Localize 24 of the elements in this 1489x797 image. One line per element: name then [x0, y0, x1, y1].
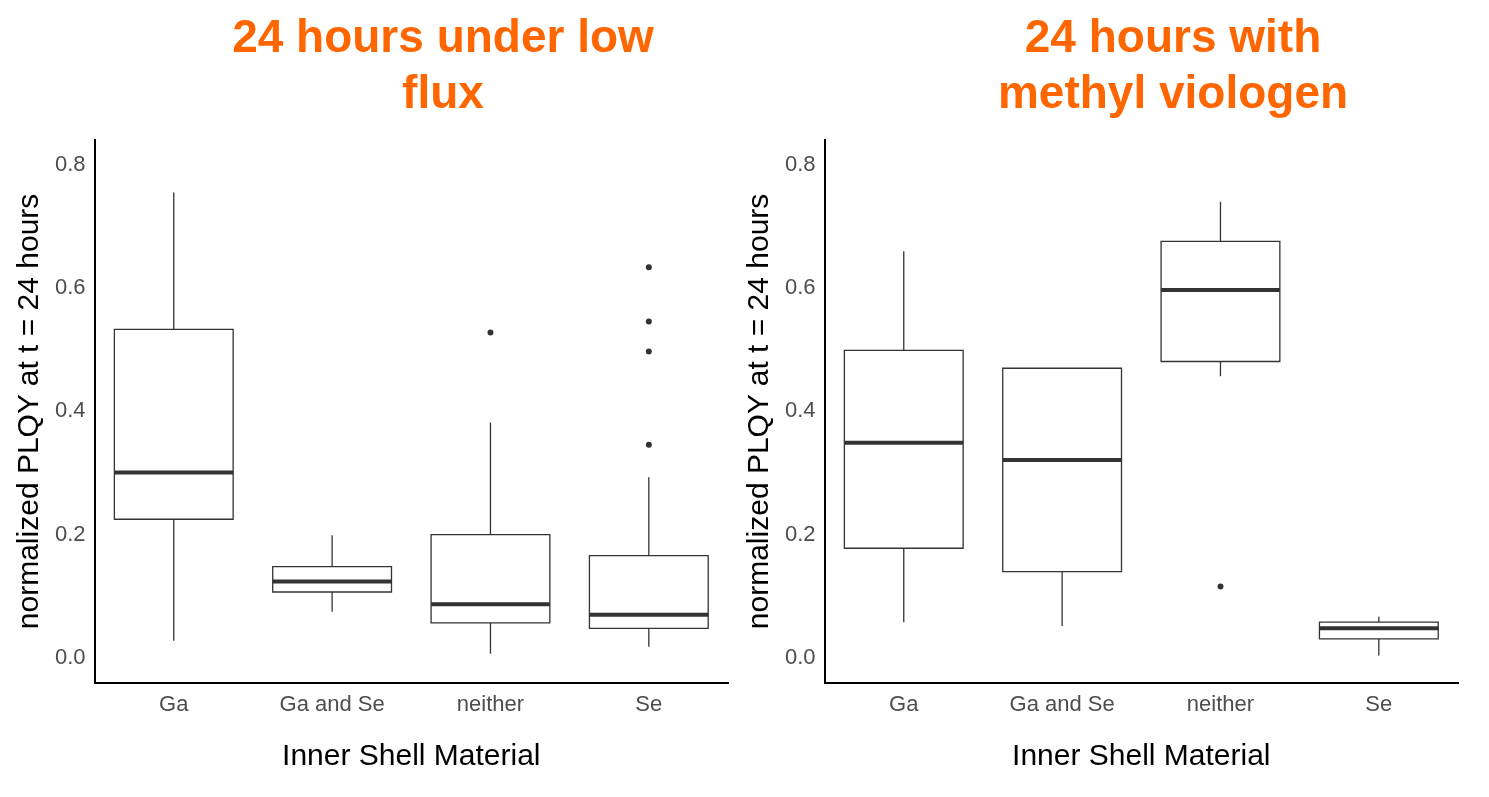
y-tick-label: 0.8 [784, 150, 816, 176]
y-tick-label: 0.0 [54, 644, 86, 670]
x-axis-title: Inner Shell Material [282, 738, 541, 772]
x-tick-label: Ga and Se [1009, 690, 1115, 716]
y-tick-label: 0.6 [54, 274, 86, 300]
x-axis-title: Inner Shell Material [1012, 738, 1271, 772]
x-tick-label: Ga [889, 690, 920, 716]
y-tick-label: 0.6 [784, 274, 816, 300]
y-tick-label: 0.4 [54, 397, 86, 423]
x-tick-label: neither [456, 690, 525, 716]
x-tick-label: Se [635, 690, 663, 716]
y-tick-label: 0.0 [784, 644, 816, 670]
y-axis-title: normalized PLQY at t = 24 hours [11, 193, 45, 630]
y-axis-title: normalized PLQY at t = 24 hours [741, 193, 775, 630]
x-tick-label: Se [1365, 690, 1393, 716]
chart-title: 24 hours with methyl viologen [996, 9, 1350, 120]
x-tick-label: Ga [159, 690, 190, 716]
chart-title: 24 hours under low flux [231, 9, 655, 120]
x-tick-label: neither [1186, 690, 1255, 716]
y-tick-label: 0.4 [784, 397, 816, 423]
y-tick-label: 0.8 [54, 150, 86, 176]
y-tick-label: 0.2 [54, 520, 86, 546]
x-tick-label: Ga and Se [279, 690, 385, 716]
y-tick-label: 0.2 [784, 520, 816, 546]
